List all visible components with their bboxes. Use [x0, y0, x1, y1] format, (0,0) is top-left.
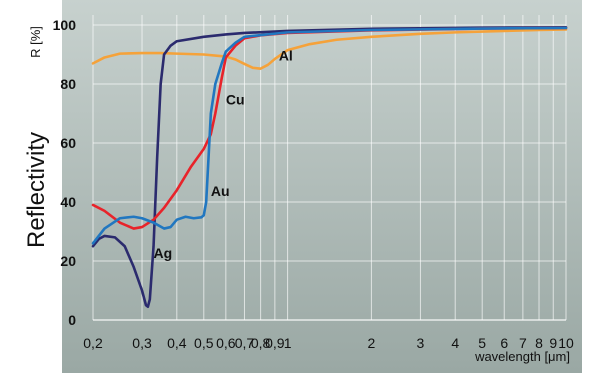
grid [92, 15, 567, 321]
y-tick-labels: 0 20 40 60 80 100 [53, 17, 77, 328]
x-tick-labels: 0,2 0,3 0,4 0,5 0,6 0,70,80,9 1 2 3 4 5 6 7 8 9 10 [83, 335, 574, 351]
x-tick-label: 4 [451, 335, 459, 351]
series-label-ag: Ag [154, 245, 173, 261]
x-tick-label: 0,7 [235, 335, 255, 351]
series-labels: Al Ag Cu Au [154, 47, 293, 261]
y-axis-unit: R [%] [28, 26, 43, 58]
x-tick-label: 0,9 [265, 335, 285, 351]
x-tick-label: 0,6 [216, 335, 236, 351]
y-tick-label: 60 [60, 135, 76, 151]
y-tick-label: 0 [68, 312, 76, 328]
series-label-au: Au [211, 183, 230, 199]
series-line-al [91, 28, 568, 70]
series-lines [91, 26, 568, 309]
x-axis-label: wavelength [μm] [474, 349, 570, 364]
x-tick-label: 0,3 [132, 335, 152, 351]
x-tick-label: 6 [500, 335, 508, 351]
y-axis-label: Reflectivity [23, 132, 50, 248]
x-tick-label: 0,4 [167, 335, 187, 351]
x-tick-label: 0,5 [194, 335, 214, 351]
x-tick-label: 3 [417, 335, 425, 351]
series-label-al: Al [279, 47, 293, 63]
x-tick-label: 9 [549, 335, 557, 351]
y-tick-label: 100 [53, 17, 77, 33]
x-tick-label: 0,8 [251, 335, 271, 351]
x-tick-label: 8 [535, 335, 543, 351]
x-tick-label: 5 [478, 335, 486, 351]
plot-background [62, 0, 582, 373]
x-tick-label: 2 [368, 335, 376, 351]
y-tick-label: 40 [60, 194, 76, 210]
x-tick-label: 1 [284, 335, 292, 351]
y-tick-label: 20 [60, 253, 76, 269]
y-tick-label: 80 [60, 76, 76, 92]
x-tick-label: 10 [558, 335, 574, 351]
series-line-ag [91, 26, 568, 309]
series-label-cu: Cu [226, 92, 245, 108]
x-tick-label: 0,2 [83, 335, 103, 351]
x-tick-label: 7 [519, 335, 527, 351]
series-line-au [91, 26, 568, 245]
